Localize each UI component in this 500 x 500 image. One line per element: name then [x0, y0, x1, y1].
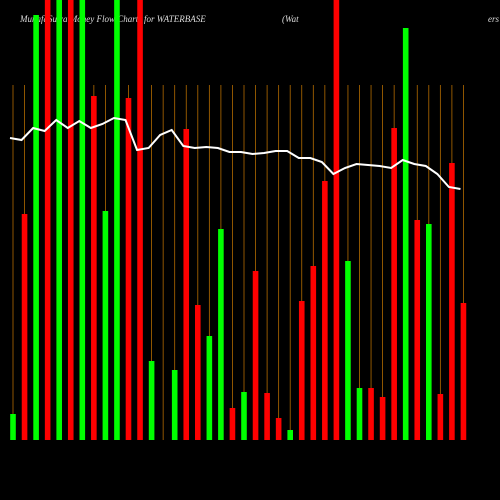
bar [183, 129, 190, 440]
bar [287, 430, 293, 440]
bar [275, 418, 282, 440]
bar [114, 0, 120, 440]
bar [171, 370, 178, 440]
bar [333, 0, 340, 440]
bar [91, 96, 97, 440]
bar [241, 392, 247, 440]
bar [356, 388, 363, 440]
bar [79, 0, 86, 440]
bar [310, 266, 317, 440]
bar [56, 0, 62, 440]
bar [414, 220, 421, 440]
bar [449, 163, 455, 440]
bar [67, 0, 74, 440]
bar [460, 303, 467, 440]
bar [33, 15, 39, 440]
bar [252, 271, 259, 440]
chart-subtitle: (Wat [282, 14, 299, 24]
money-flow-line [9, 116, 461, 190]
bar [148, 361, 155, 440]
bar [137, 0, 143, 440]
bar [229, 408, 236, 440]
bar [402, 28, 409, 440]
bar [391, 128, 397, 440]
bar [44, 0, 51, 440]
bar [426, 224, 432, 440]
bar [206, 336, 213, 440]
bar [345, 261, 351, 440]
bar [10, 414, 16, 440]
bar [21, 214, 28, 440]
bar [264, 393, 270, 440]
bar [368, 388, 374, 440]
bar [379, 397, 386, 440]
bar [218, 229, 224, 440]
corner-text: ers [488, 14, 499, 24]
chart-title: MunafaSutra Money Flow Charts for WATERB… [19, 14, 206, 24]
bar [322, 181, 328, 440]
bar [437, 394, 444, 440]
bar [102, 211, 109, 440]
bar [298, 301, 305, 440]
bar [125, 98, 132, 440]
bar [195, 305, 201, 440]
